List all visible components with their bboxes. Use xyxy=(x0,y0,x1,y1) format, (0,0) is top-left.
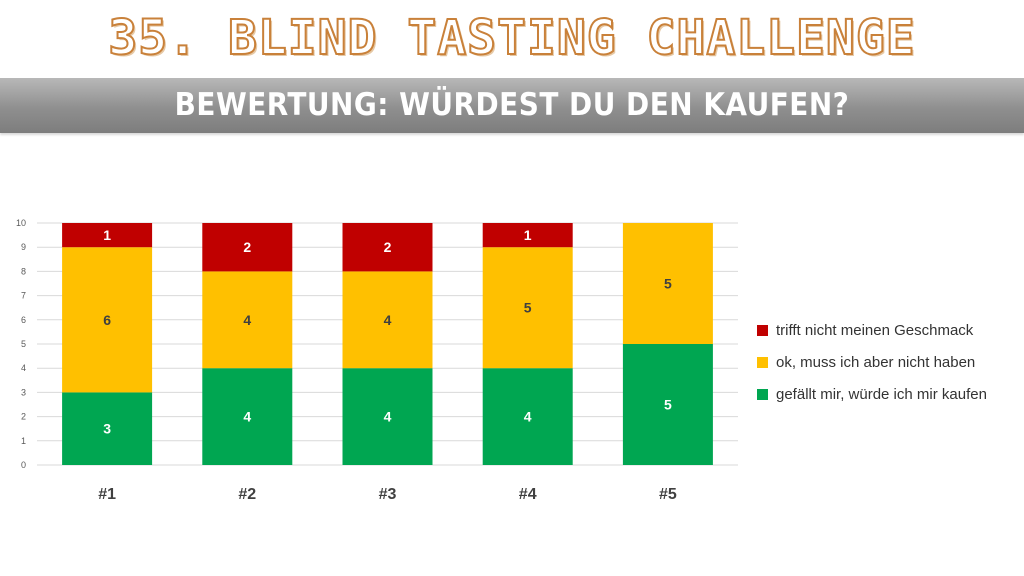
x-tick-label: #5 xyxy=(659,486,677,503)
legend-label: ok, muss ich aber nicht haben xyxy=(776,353,976,371)
data-label: 5 xyxy=(664,397,672,413)
y-tick-label: 3 xyxy=(21,387,26,397)
legend-item: ok, muss ich aber nicht haben xyxy=(757,350,1019,374)
bar-segment xyxy=(622,223,713,344)
bar-segment xyxy=(482,247,573,369)
legend-label: trifft nicht meinen Geschmack xyxy=(776,321,974,339)
y-tick-label: 9 xyxy=(21,242,26,252)
data-label: 4 xyxy=(243,312,251,328)
bar-segment xyxy=(482,223,573,248)
data-label: 2 xyxy=(243,239,251,255)
data-label: 4 xyxy=(243,409,251,425)
bar-segment xyxy=(342,368,433,465)
legend-swatch xyxy=(757,356,768,368)
data-label: 5 xyxy=(664,276,672,292)
legend-item: trifft nicht meinen Geschmack xyxy=(757,318,1019,342)
data-label: 2 xyxy=(384,239,392,255)
data-label: 5 xyxy=(524,300,532,316)
subtitle-band: BEWERTUNG: WÜRDEST DU DEN KAUFEN? xyxy=(0,78,1024,133)
legend-label: gefällt mir, würde ich mir kaufen xyxy=(776,385,987,403)
legend-swatch xyxy=(757,388,768,400)
bar-segment xyxy=(482,368,573,465)
bar-segment xyxy=(342,223,433,272)
y-tick-label: 2 xyxy=(21,412,26,422)
y-tick-label: 6 xyxy=(21,315,26,325)
data-label: 1 xyxy=(103,227,111,243)
y-tick-label: 1 xyxy=(21,436,26,446)
x-tick-label: #4 xyxy=(519,486,537,503)
bar-segment xyxy=(202,368,293,465)
data-label: 4 xyxy=(384,312,392,328)
x-tick-label: #3 xyxy=(379,486,397,503)
bar-segment xyxy=(62,223,153,248)
y-tick-label: 7 xyxy=(21,291,26,301)
y-tick-label: 8 xyxy=(21,266,26,276)
page-title: 35. BLIND TASTING CHALLENGE xyxy=(107,9,916,67)
data-label: 6 xyxy=(103,312,111,328)
data-label: 4 xyxy=(384,409,392,425)
x-tick-label: #1 xyxy=(98,486,116,503)
data-label: 4 xyxy=(524,409,532,425)
bar-segment xyxy=(622,344,713,465)
y-tick-label: 0 xyxy=(21,460,26,470)
page-subtitle: BEWERTUNG: WÜRDEST DU DEN KAUFEN? xyxy=(174,87,850,123)
bar-segment xyxy=(62,392,153,465)
legend-item: gefällt mir, würde ich mir kaufen xyxy=(757,382,1019,406)
bar-segment xyxy=(342,271,433,369)
chart-legend: trifft nicht meinen Geschmack ok, muss ic… xyxy=(757,318,1019,414)
bar-segment xyxy=(202,271,293,369)
x-tick-label: #2 xyxy=(238,486,256,503)
data-label: 1 xyxy=(524,227,532,243)
bar-segment xyxy=(202,223,293,272)
y-tick-label: 4 xyxy=(21,363,26,373)
bar-segment xyxy=(62,247,153,393)
y-tick-label: 10 xyxy=(16,218,26,228)
y-tick-label: 5 xyxy=(21,339,26,349)
legend-swatch xyxy=(757,324,768,336)
data-label: 3 xyxy=(103,421,111,437)
